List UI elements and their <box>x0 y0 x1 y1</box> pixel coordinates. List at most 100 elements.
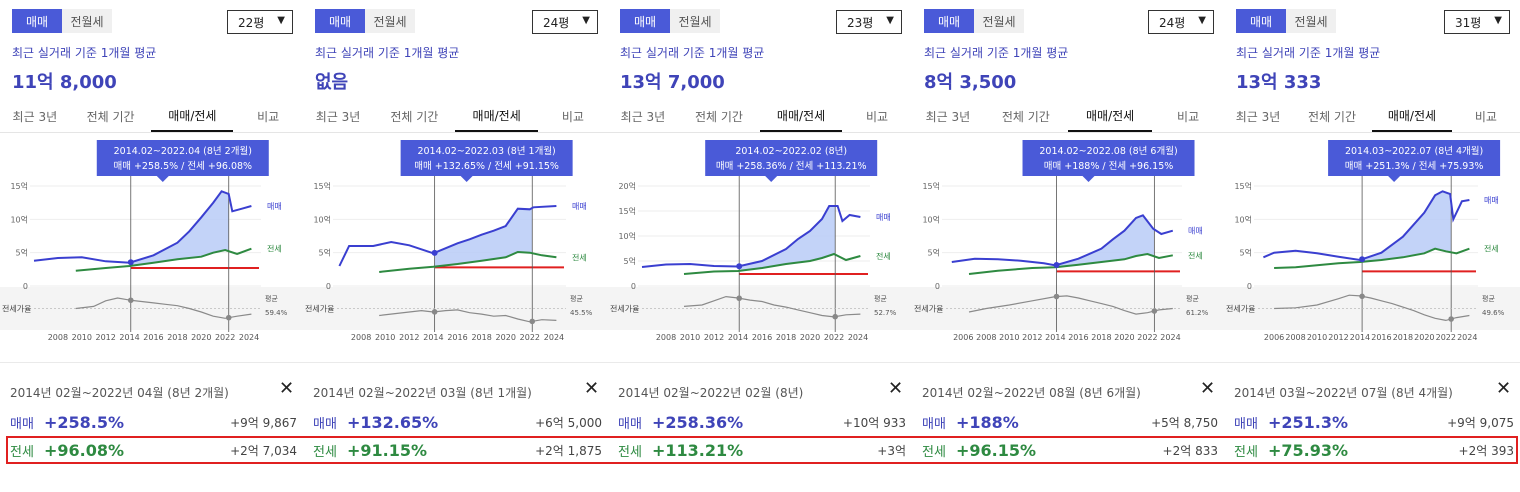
y-tick-label: 10억 <box>922 214 940 224</box>
tab-1[interactable]: 전체 기간 <box>86 109 135 124</box>
selected-period: 2014년 03월~2022년 07월 (8년 4개월) <box>1234 386 1453 400</box>
close-icon[interactable]: ✕ <box>1200 378 1216 399</box>
sale-percent: +132.65% <box>347 412 439 432</box>
ratio-series-line <box>968 295 1173 315</box>
tab-2[interactable]: 매매/전세 <box>1371 100 1452 132</box>
avg-label: 평균 <box>265 294 278 303</box>
ratio-marker-point <box>1053 293 1060 300</box>
tooltip-pointer <box>765 176 778 182</box>
tooltip-period: 2014.02~2022.08 (8년 6개월) <box>1039 145 1177 157</box>
avg-value: 52.7% <box>874 309 897 317</box>
tab-1[interactable]: 전체 기간 <box>1001 109 1050 124</box>
tab-0[interactable]: 최근 3년 <box>1235 109 1281 124</box>
toggle-sale[interactable]: 매매 <box>620 9 670 33</box>
sale-label: 매매 <box>313 416 337 432</box>
ratio-marker-point <box>529 318 536 325</box>
toggle-rent[interactable]: 전월세 <box>365 9 415 33</box>
x-tick-label: 2024 <box>1457 333 1477 342</box>
x-tick-label: 2018 <box>1091 333 1111 342</box>
trade-type-toggle: 매매 전월세 <box>1236 9 1336 33</box>
sale-start-point <box>127 259 134 266</box>
sale-series-label: 매매 <box>1484 196 1499 205</box>
price-subtitle: 최근 실거래 기준 1개월 평균 <box>924 46 1069 60</box>
tooltip-change: 매매 +258.5% / 전세 +96.08% <box>113 161 252 172</box>
toggle-rent[interactable]: 전월세 <box>974 9 1024 33</box>
sale-series-line <box>33 190 252 264</box>
tab-1[interactable]: 전체 기간 <box>1308 109 1357 124</box>
sale-series-line <box>1263 190 1470 262</box>
close-icon[interactable]: ✕ <box>888 378 904 399</box>
tab-0[interactable]: 최근 3년 <box>925 109 971 124</box>
x-tick-label: 2024 <box>544 333 564 342</box>
tab-2[interactable]: 매매/전세 <box>151 100 234 132</box>
sale-series-label: 매매 <box>267 202 282 211</box>
sale-series-line <box>641 205 861 268</box>
tab-3[interactable]: 비교 <box>1177 109 1200 124</box>
jeonse-series-label: 전세 <box>876 251 891 261</box>
avg-value: 59.4% <box>265 309 288 317</box>
y-tick-label: 0 <box>935 282 940 291</box>
y-tick-label: 0 <box>631 282 636 291</box>
sale-series-label: 매매 <box>1188 227 1203 236</box>
toggle-rent[interactable]: 전월세 <box>62 9 112 33</box>
tab-3[interactable]: 비교 <box>257 109 280 124</box>
sale-label: 매매 <box>1234 416 1258 432</box>
ratio-axis-label: 전세가율 <box>914 304 943 314</box>
tooltip-pointer <box>460 176 473 182</box>
toggle-rent[interactable]: 전월세 <box>1286 9 1336 33</box>
area-size-select[interactable]: 22평 ▼ <box>227 10 293 34</box>
tab-2[interactable]: 매매/전세 <box>455 100 538 132</box>
tab-2[interactable]: 매매/전세 <box>1067 100 1153 132</box>
tab-0[interactable]: 최근 3년 <box>315 109 361 124</box>
tooltip-change: 매매 +258.36% / 전세 +113.21% <box>716 161 867 172</box>
jeonse-percent: +96.08% <box>44 440 125 460</box>
price-subtitle: 최근 실거래 기준 1개월 평균 <box>12 46 157 60</box>
x-tick-label: 2014 <box>1350 333 1370 342</box>
period-tabs: 최근 3년 전체 기간 매매/전세 비교 <box>0 100 303 133</box>
tab-3[interactable]: 비교 <box>865 109 889 124</box>
tab-2[interactable]: 매매/전세 <box>759 100 843 132</box>
sale-change-row: 매매 +258.5% +9억 9,867 <box>10 410 297 434</box>
gain-area <box>739 206 836 271</box>
area-size-select[interactable]: 24평 ▼ <box>1148 10 1214 34</box>
area-size-select[interactable]: 23평 ▼ <box>836 10 902 34</box>
tab-0[interactable]: 최근 3년 <box>620 109 666 124</box>
tab-0[interactable]: 최근 3년 <box>12 109 58 124</box>
x-tick-label: 2020 <box>496 333 516 342</box>
average-price: 13억 333 <box>1236 72 1322 93</box>
toggle-sale[interactable]: 매매 <box>924 9 974 33</box>
close-icon[interactable]: ✕ <box>1496 378 1512 399</box>
tooltip-box <box>1328 140 1501 176</box>
sale-label: 매매 <box>922 416 946 432</box>
tab-3[interactable]: 비교 <box>1474 109 1497 124</box>
tab-3[interactable]: 비교 <box>561 109 584 124</box>
tooltip-pointer <box>1388 176 1401 182</box>
toggle-rent[interactable]: 전월세 <box>670 9 720 33</box>
selected-period: 2014년 02월~2022년 04월 (8년 2개월) <box>10 386 229 400</box>
section-divider <box>912 362 1224 363</box>
sale-change-row: 매매 +251.3% +9억 9,075 <box>1234 410 1514 434</box>
toggle-sale[interactable]: 매매 <box>12 9 62 33</box>
tab-1[interactable]: 전체 기간 <box>390 109 439 124</box>
close-icon[interactable]: ✕ <box>584 378 600 399</box>
avg-value: 49.6% <box>1482 309 1505 317</box>
tab-1[interactable]: 전체 기간 <box>694 109 743 124</box>
toggle-sale[interactable]: 매매 <box>1236 9 1286 33</box>
y-tick-label: 5억 <box>16 248 28 258</box>
area-size-select[interactable]: 24평 ▼ <box>532 10 598 34</box>
y-tick-label: 10억 <box>10 214 28 224</box>
toggle-sale[interactable]: 매매 <box>315 9 365 33</box>
area-size-select[interactable]: 31평 ▼ <box>1444 10 1510 34</box>
jeonse-change-row: 전세 +91.15% +2억 1,875 <box>313 438 602 462</box>
x-tick-label: 2022 <box>1436 333 1456 342</box>
ratio-series-line <box>379 309 557 323</box>
x-tick-label: 2024 <box>239 333 259 342</box>
price-subtitle: 최근 실거래 기준 1개월 평균 <box>1236 46 1381 60</box>
sale-series-label: 매매 <box>876 213 891 222</box>
trade-type-toggle: 매매 전월세 <box>315 9 415 33</box>
x-tick-label: 2012 <box>399 333 419 342</box>
sale-percent: +188% <box>956 412 1019 432</box>
x-tick-label: 2008 <box>351 333 371 342</box>
close-icon[interactable]: ✕ <box>279 378 295 399</box>
